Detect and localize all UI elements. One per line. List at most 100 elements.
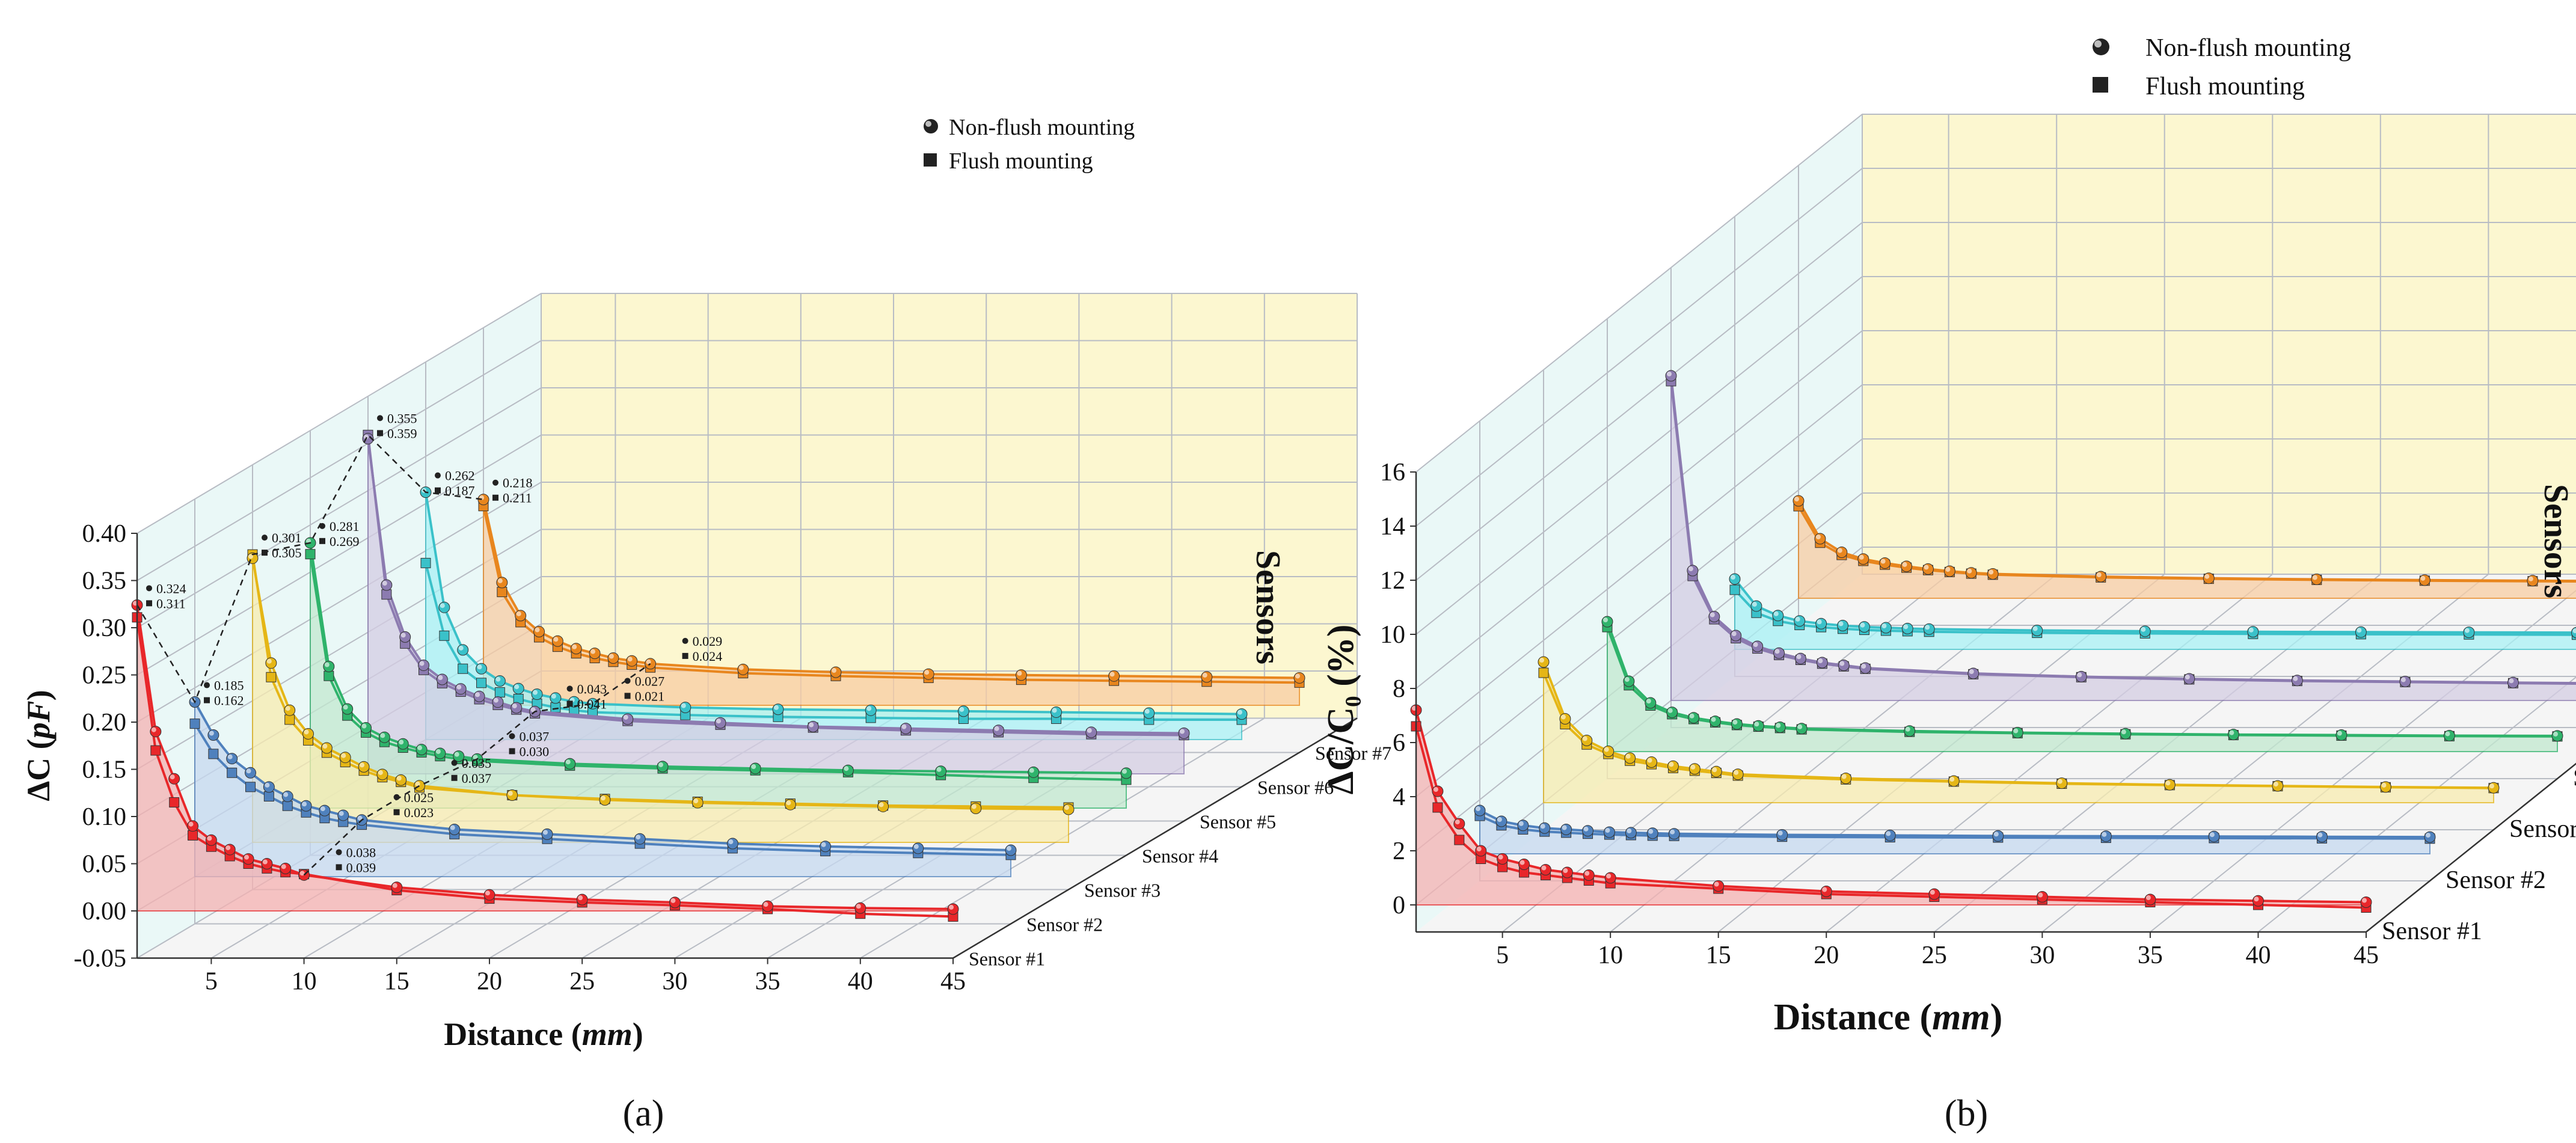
point-nonflush-highlight xyxy=(913,844,919,849)
point-nonflush-highlight xyxy=(1776,723,1781,728)
point-nonflush xyxy=(2272,780,2284,792)
point-nonflush xyxy=(2399,676,2411,687)
point-nonflush xyxy=(1646,756,1658,768)
point-nonflush xyxy=(1581,735,1593,746)
point-nonflush-highlight xyxy=(485,890,490,896)
point-nonflush-highlight xyxy=(994,726,999,731)
point-nonflush-highlight xyxy=(1237,709,1242,715)
y-tick-label: 0.35 xyxy=(82,568,127,595)
point-nonflush-highlight xyxy=(1881,624,1887,628)
point-nonflush-highlight xyxy=(1838,621,1844,627)
point-nonflush-highlight xyxy=(2426,833,2430,838)
point-nonflush-highlight xyxy=(1861,664,1866,669)
point-nonflush-highlight xyxy=(866,706,872,711)
point-nonflush-highlight xyxy=(1754,722,1759,727)
y-tick-label: 4 xyxy=(1393,783,1405,811)
point-nonflush xyxy=(1943,565,1955,577)
point-nonflush xyxy=(970,802,982,814)
point-nonflush-highlight xyxy=(343,705,348,710)
point-nonflush xyxy=(1624,752,1636,764)
point-nonflush xyxy=(342,703,354,715)
point-nonflush xyxy=(2443,729,2455,741)
z-axis-line xyxy=(952,717,1358,959)
point-nonflush-highlight xyxy=(1052,708,1057,713)
point-nonflush-highlight xyxy=(1604,747,1609,752)
point-nonflush-highlight xyxy=(380,733,385,738)
point-nonflush xyxy=(1901,560,1913,572)
point-nonflush xyxy=(284,704,296,716)
point-nonflush xyxy=(1582,825,1594,837)
point-nonflush xyxy=(1729,573,1741,585)
anno-tail-flush: 0.041 xyxy=(577,696,607,711)
point-nonflush-highlight xyxy=(1202,672,1207,678)
point-nonflush xyxy=(1772,610,1784,622)
point-nonflush-highlight xyxy=(1925,625,1930,630)
point-nonflush xyxy=(1560,824,1572,835)
point-nonflush xyxy=(865,704,877,716)
anno-dot xyxy=(262,535,268,541)
point-nonflush-highlight xyxy=(378,770,383,775)
point-nonflush xyxy=(2095,571,2107,583)
point-nonflush-highlight xyxy=(1902,562,1907,567)
point-nonflush-highlight xyxy=(322,744,328,749)
point-nonflush-highlight xyxy=(2102,832,2107,837)
sensor-series-3: Sensor #3 xyxy=(1538,656,2576,843)
point-nonflush-highlight xyxy=(553,637,559,642)
point-nonflush xyxy=(679,702,692,714)
point-nonflush xyxy=(455,683,467,695)
point-nonflush-highlight xyxy=(1563,868,1568,873)
point-nonflush-highlight xyxy=(419,661,425,666)
point-nonflush xyxy=(1625,827,1637,839)
sensor-label-1: Sensor #1 xyxy=(2382,918,2482,945)
point-nonflush xyxy=(1666,706,1678,719)
point-flush xyxy=(208,749,219,759)
point-nonflush xyxy=(397,738,409,750)
anno-square xyxy=(492,494,498,501)
legend-b-nonflush-label: Non-flush mounting xyxy=(2145,34,2351,62)
point-nonflush xyxy=(2247,626,2259,638)
point-nonflush xyxy=(416,744,428,756)
point-nonflush xyxy=(2316,831,2328,843)
point-nonflush-highlight xyxy=(2096,572,2102,577)
point-nonflush-highlight xyxy=(1087,728,1092,733)
point-nonflush xyxy=(900,723,912,735)
point-nonflush-highlight xyxy=(1734,770,1739,775)
point-nonflush xyxy=(1816,657,1828,669)
anno-dot xyxy=(624,678,631,684)
anno-peak-nonflush: 0.281 xyxy=(330,519,360,534)
point-nonflush xyxy=(576,893,588,906)
point-nonflush xyxy=(1838,660,1850,671)
anno-peak-nonflush: 0.324 xyxy=(156,581,186,596)
point-nonflush xyxy=(1538,656,1550,668)
point-nonflush xyxy=(1730,630,1742,642)
anno-square xyxy=(377,430,383,437)
anno-dot xyxy=(377,415,383,421)
point-nonflush xyxy=(360,722,372,734)
point-nonflush-highlight xyxy=(1007,846,1011,851)
point-nonflush xyxy=(261,858,273,869)
point-nonflush xyxy=(280,862,292,874)
point-nonflush xyxy=(607,652,619,664)
point-nonflush-highlight xyxy=(361,723,367,729)
sensor-series-6: Sensor #6 xyxy=(1729,573,2576,650)
point-nonflush-highlight xyxy=(627,657,633,662)
anno-tail-nonflush: 0.037 xyxy=(520,729,550,744)
point-nonflush-highlight xyxy=(396,776,402,781)
legend-a-flush-label: Flush mounting xyxy=(949,149,1093,174)
x-tick-label: 25 xyxy=(1922,942,1947,969)
point-nonflush xyxy=(226,753,238,765)
point-nonflush xyxy=(1201,671,1213,683)
point-flush xyxy=(188,830,198,841)
point-nonflush-highlight xyxy=(1583,826,1589,832)
anno-dot xyxy=(435,472,441,479)
point-nonflush-highlight xyxy=(1732,720,1738,725)
point-nonflush-highlight xyxy=(2337,731,2342,736)
chart-a-legend: Non-flush mounting Flush mounting xyxy=(924,115,1135,174)
point-nonflush xyxy=(1688,763,1700,775)
gridline-depth xyxy=(194,499,1011,925)
point-nonflush-highlight xyxy=(188,821,194,827)
point-nonflush-highlight xyxy=(1667,372,1672,376)
point-nonflush-highlight xyxy=(821,842,826,847)
